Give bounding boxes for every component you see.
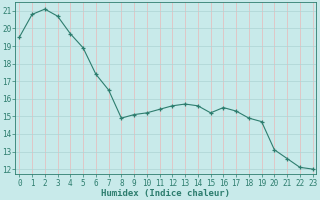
X-axis label: Humidex (Indice chaleur): Humidex (Indice chaleur): [101, 189, 230, 198]
